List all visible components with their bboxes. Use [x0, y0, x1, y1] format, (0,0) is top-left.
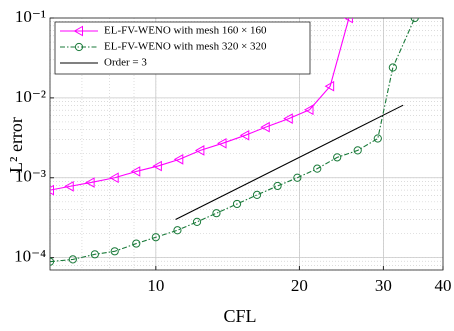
x-axis-label: CFL	[223, 306, 256, 326]
x-tick-label: 10	[147, 276, 164, 295]
marker	[217, 137, 227, 149]
marker	[343, 18, 353, 24]
marker	[173, 226, 182, 235]
series-line	[50, 18, 350, 191]
marker	[110, 247, 119, 256]
marker	[192, 217, 202, 227]
legend-label: EL-FV-WENO with mesh 320 × 320	[104, 41, 267, 53]
legend: EL-FV-WENO with mesh 160 × 160 EL-FV-WENO…	[54, 21, 311, 75]
marker	[324, 80, 335, 92]
marker	[90, 250, 99, 259]
marker	[273, 181, 282, 191]
series-line	[50, 18, 416, 263]
y-tick-label: 10⁻⁴	[14, 247, 46, 266]
y-axis-label: L² error	[6, 117, 26, 173]
x-tick-label: 20	[291, 276, 308, 295]
legend-marker	[73, 25, 83, 37]
marker	[293, 173, 302, 182]
marker	[353, 146, 362, 155]
marker	[151, 233, 160, 242]
marker	[194, 145, 205, 156]
marker	[252, 190, 262, 199]
marker	[260, 121, 270, 133]
x-tick-label: 40	[435, 276, 452, 295]
marker	[283, 113, 293, 124]
legend-marker	[74, 42, 84, 52]
marker	[388, 63, 397, 72]
legend-label: EL-FV-WENO with mesh 160 × 160	[104, 25, 267, 37]
series-line	[175, 104, 404, 221]
marker	[109, 172, 119, 184]
marker	[239, 129, 250, 141]
marker	[173, 153, 184, 165]
legend-label: Order = 3	[104, 57, 147, 69]
marker	[212, 209, 221, 218]
marker	[64, 181, 74, 192]
marker	[85, 177, 95, 188]
marker	[373, 134, 382, 143]
marker	[130, 166, 141, 177]
y-tick-label: 10⁻¹	[15, 7, 46, 26]
marker	[303, 104, 314, 116]
y-tick-label: 10⁻²	[15, 87, 46, 106]
marker	[68, 255, 77, 264]
marker	[50, 184, 54, 196]
plot-area	[50, 18, 419, 266]
marker	[132, 239, 141, 248]
marker	[333, 153, 342, 162]
plot-frame	[49, 17, 444, 271]
marker	[50, 257, 55, 266]
x-tick-label: 30	[375, 276, 392, 295]
marker	[410, 18, 419, 23]
y-tick-label: 10⁻³	[15, 167, 46, 186]
marker	[232, 199, 242, 209]
marker	[313, 164, 322, 173]
marker	[152, 160, 162, 172]
